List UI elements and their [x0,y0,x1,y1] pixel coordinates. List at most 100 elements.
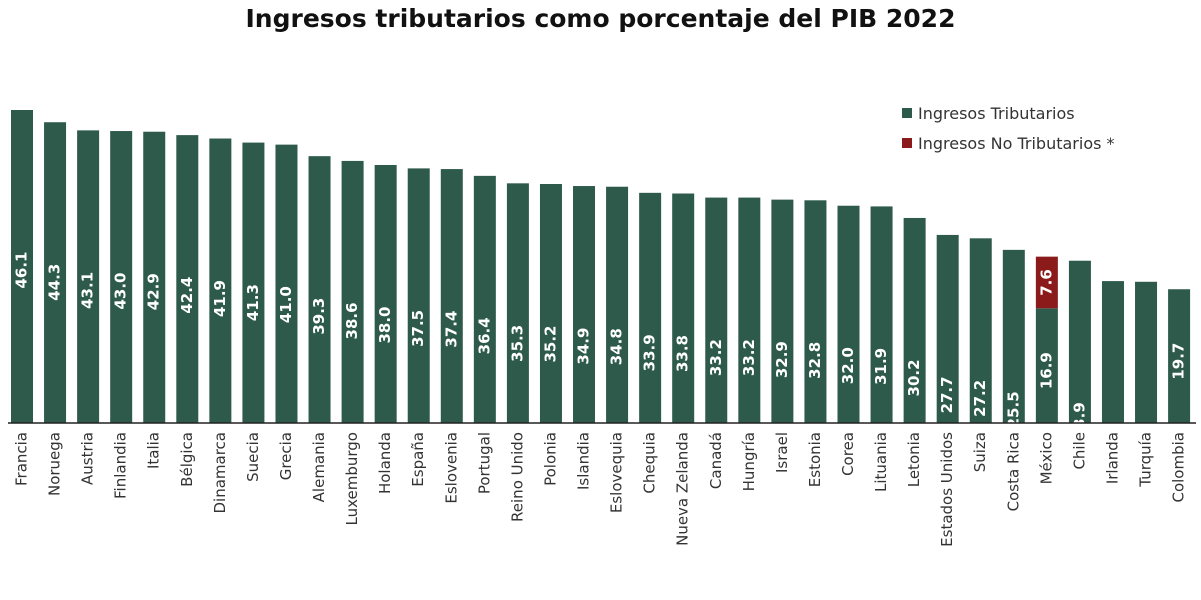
bar-tributarios [275,144,298,423]
x-tick-label: Costa Rica [1004,432,1022,511]
data-label-tributarios: 41.9 [211,280,229,317]
data-label-tributarios: 25.5 [1004,391,1022,428]
x-tick-label: Lituania [872,432,890,492]
data-label-tributarios: 32.9 [773,341,791,378]
x-tick-label: Turquía [1137,432,1155,488]
x-tick-label: Corea [839,432,857,476]
data-label-tributarios: 37.4 [442,311,460,348]
bar-tributarios [837,205,860,423]
data-label-tributarios: 36.4 [475,317,493,354]
data-label-tributarios: 23.9 [1070,402,1088,439]
data-label-tributarios: 27.2 [971,380,989,417]
x-tick-label: Noruega [46,432,64,496]
bar-tributarios [606,186,629,423]
x-tick-label: Irlanda [1103,432,1121,484]
x-tick-label: Italia [145,432,163,469]
data-label-tributarios: 42.4 [178,277,196,314]
bar-tributarios [110,131,133,423]
bar-tributarios [209,138,232,423]
bar-tributarios [969,238,992,423]
data-label-tributarios: 16.9 [1037,352,1055,389]
bar-tributarios [407,168,430,423]
x-tick-label: Chequia [641,432,659,494]
bar-tributarios [1135,281,1158,423]
data-label-tributarios: 33.2 [707,339,725,376]
bar-tributarios [936,234,959,423]
x-tick-label: Israel [773,432,791,473]
x-tick-label: Canadá [707,432,725,489]
x-tick-label: Dinamarca [211,432,229,514]
chart-title: Ingresos tributarios como porcentaje del… [245,4,956,33]
data-label-tributarios: 42.9 [145,273,163,310]
x-tick-label: España [409,432,427,487]
data-label-tributarios: 27.7 [938,376,956,413]
x-tick-label: México [1037,432,1055,484]
x-tick-label: Letonia [905,432,923,487]
data-label-tributarios: 38.0 [376,306,394,343]
bar-tributarios [1035,308,1058,423]
x-tick-label: Hungría [740,432,758,491]
x-tick-label: Portugal [475,432,493,494]
bar-tributarios [242,142,265,423]
bar-tributarios [639,192,662,423]
data-label-tributarios: 19.7 [1170,343,1188,380]
x-tick-label: Reino Unido [508,432,526,522]
bar-tributarios [506,183,529,423]
x-tick-label: Eslovequia [608,432,626,513]
data-label-tributarios: 37.5 [409,310,427,347]
bar-tributarios [1101,281,1124,423]
data-label-tributarios: 35.3 [508,325,526,362]
bar-tributarios [705,197,728,423]
x-tick-label: Austria [79,432,97,485]
bar-tributarios [573,186,596,423]
legend: Ingresos Tributarios Ingresos No Tributa… [902,98,1115,158]
x-tick-label: Islandia [575,432,593,490]
bar-tributarios [1168,289,1191,423]
x-tick-label: Nueva Zelanda [674,432,692,546]
bar-tributarios [143,131,166,423]
x-tick-label: Finlandia [112,432,130,499]
x-tick-label: Holanda [376,432,394,494]
bar-tributarios [374,164,397,423]
bar-tributarios [44,122,67,424]
x-tick-label: Estados Unidos [938,432,956,547]
bar-tributarios [870,206,893,423]
data-label-tributarios: 33.9 [641,334,659,371]
data-label-tributarios: 46.1 [13,251,31,288]
x-tick-label: Eslovenia [442,432,460,504]
bar-tributarios [1068,260,1091,423]
data-label-tributarios: 35.2 [541,325,559,362]
x-tick-label: Colombia [1170,432,1188,503]
legend-item-no-tributarios: Ingresos No Tributarios * [902,128,1115,158]
x-tick-label: Luxemburgo [343,432,361,526]
data-label-tributarios: 43.0 [112,273,130,310]
data-label-no-tributarios: 7.6 [1037,269,1055,296]
bar-tributarios [672,193,695,423]
data-label-tributarios: 32.8 [806,342,824,379]
data-label-tributarios: 33.8 [674,335,692,372]
data-label-tributarios: 34.9 [575,328,593,365]
data-label-tributarios: 39.3 [310,298,328,335]
bar-tributarios [473,175,496,423]
bar-tributarios [771,199,794,423]
legend-item-tributarios: Ingresos Tributarios [902,98,1115,128]
data-label-tributarios: 32.0 [839,347,857,384]
data-label-tributarios: 33.2 [740,339,758,376]
x-tick-label: Grecia [277,432,295,480]
bar-tributarios [539,184,562,423]
data-label-tributarios: 20.9 [1103,423,1121,460]
bar-tributarios [1002,249,1025,423]
bar-tributarios [77,130,100,423]
legend-swatch-no-tributarios [902,138,912,148]
bar-tributarios [738,197,761,423]
x-tick-label: Francia [13,432,31,486]
x-tick-label: Suiza [971,432,989,472]
bar-tributarios [308,156,331,424]
bar-tributarios [804,200,827,423]
data-label-tributarios: 38.6 [343,302,361,339]
data-label-tributarios: 30.2 [905,359,923,396]
bar-tributarios [341,160,364,423]
data-label-tributarios: 43.1 [79,272,97,309]
bar-no-tributarios [1035,256,1058,309]
